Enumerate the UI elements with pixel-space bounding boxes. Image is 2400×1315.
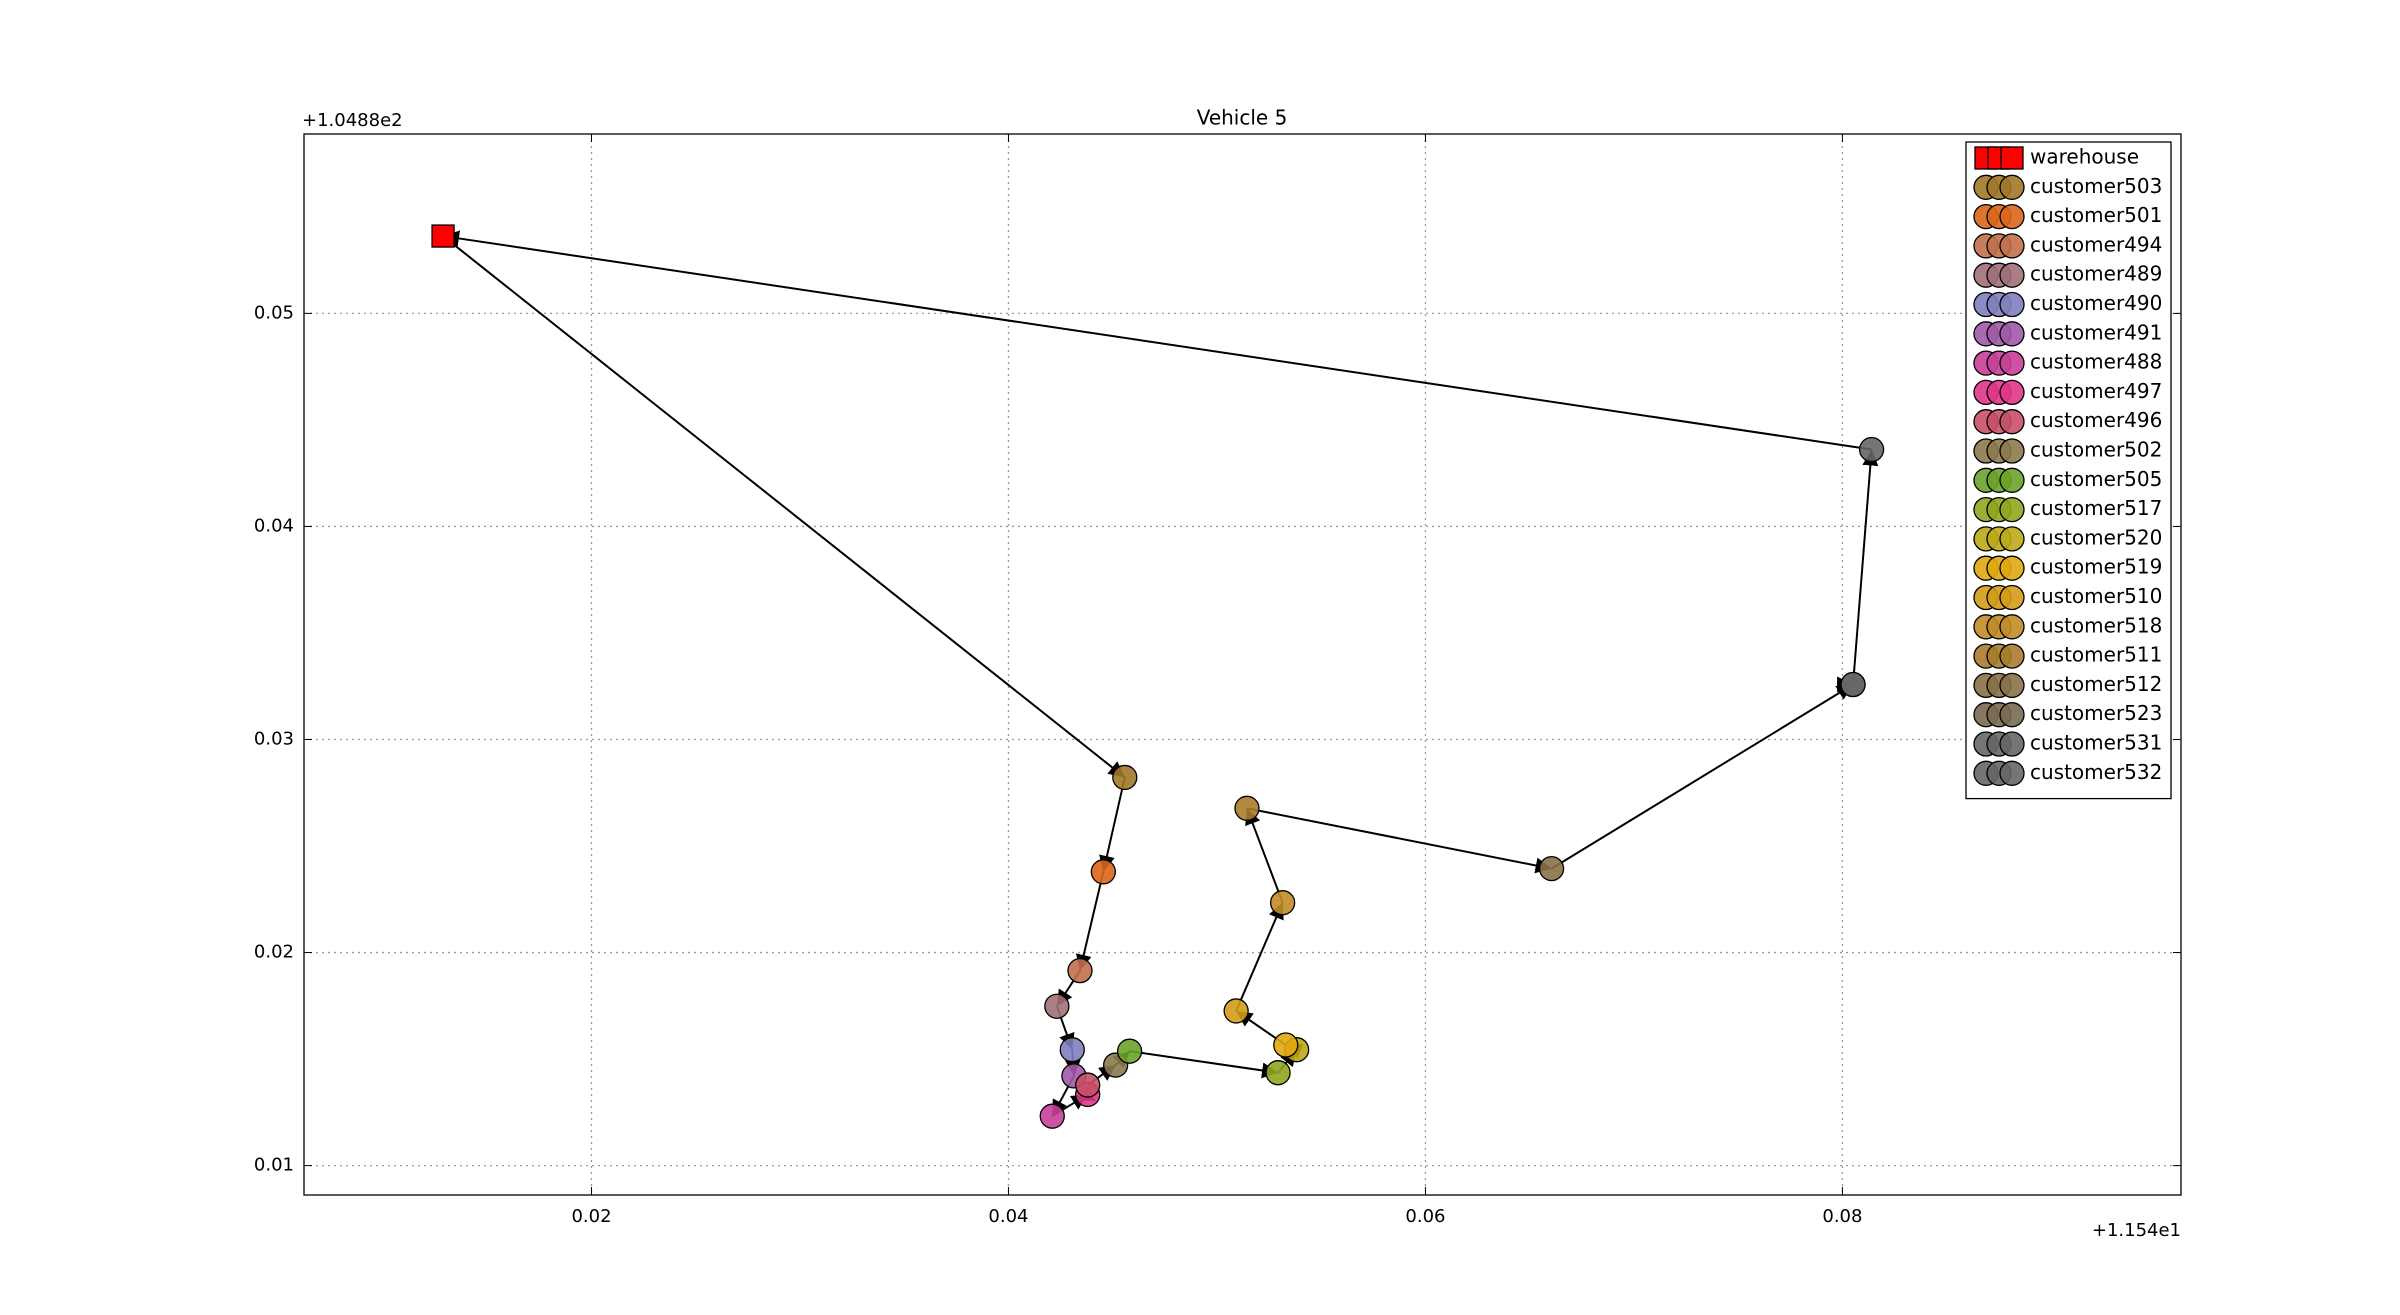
legend-marker [1999,584,2025,611]
y-tick-label: 0.02 [254,942,294,963]
legend-marker [1999,467,2025,493]
route-segment [1075,871,1105,971]
legend-marker [1999,409,2025,435]
route-segment [1246,807,1552,874]
legend-label: customer491 [2030,320,2162,344]
legend-label: customer520 [2030,525,2162,549]
legend-label: customer519 [2030,555,2162,579]
legend-label: customer518 [2030,613,2162,637]
legend-marker [1999,555,2025,581]
point [1075,1072,1101,1098]
route-segment [1235,902,1284,1012]
point [1067,958,1093,984]
x-tick-label: 0.04 [988,1206,1028,1227]
point [1858,436,1885,463]
point [1090,859,1116,885]
x-offset-label: +1.154e1 [2092,1220,2181,1241]
legend-label: customer503 [2030,174,2162,198]
legend-label: customer496 [2030,408,2162,432]
legend-marker [1999,350,2025,376]
route-segment [1099,777,1126,873]
legend-marker [1999,203,2025,230]
x-tick-label: 0.08 [1822,1206,1862,1227]
legend-marker [1999,262,2025,288]
legend-label: customer517 [2030,496,2162,520]
legend-label: customer497 [2030,379,2162,403]
point [1059,1037,1085,1063]
legend-label: customer488 [2030,350,2162,374]
route-segment [442,230,1872,451]
legend-label: customer505 [2030,467,2162,491]
legend-marker [1999,614,2025,640]
chart-title: Vehicle 5 [1197,106,1288,130]
point [1039,1103,1065,1129]
legend-label: customer512 [2030,672,2162,696]
legend-label: customer501 [2030,203,2162,227]
legend-label: warehouse [2030,145,2139,169]
legend-marker [1999,496,2025,523]
legend-label: customer490 [2030,291,2162,315]
y-tick-label: 0.01 [254,1155,294,1176]
legend-label: customer489 [2030,262,2162,286]
legend-label: customer532 [2030,760,2162,784]
legend-marker [1999,643,2025,669]
point [1840,671,1866,698]
point [1223,998,1249,1024]
point [1116,1038,1143,1064]
legend-label: customer523 [2030,701,2162,725]
route-segment [1129,1050,1279,1079]
y-tick-label: 0.03 [254,728,294,749]
legend-label: customer531 [2030,731,2162,755]
legend-marker [1999,526,2025,552]
legend-label: customer511 [2030,643,2162,667]
point [1265,1060,1291,1086]
legend-marker [1999,438,2025,464]
point [1269,890,1296,916]
route-segment [1245,807,1284,904]
y-offset-label: +1.0488e2 [302,110,403,131]
plot-frame [303,133,2182,1196]
point [1273,1032,1299,1058]
x-tick-label: 0.02 [571,1206,611,1227]
legend-marker [1999,760,2025,786]
legend-label: customer510 [2030,584,2162,608]
point [1044,993,1070,1019]
point [1234,795,1260,821]
route-segment [1551,683,1854,870]
route-segment [1852,449,1879,685]
point [1538,855,1565,882]
legend-marker [1999,672,2025,699]
legend-marker [1999,174,2025,200]
legend-marker [1999,233,2025,259]
legend-marker [1999,379,2025,406]
y-tick-label: 0.04 [254,515,294,536]
legend-label: customer502 [2030,438,2162,462]
point [1112,764,1138,791]
legend-marker [1999,702,2025,728]
route-segment [442,235,1126,779]
legend-marker [1999,731,2025,757]
legend-marker [2000,146,2024,170]
point [431,224,455,248]
legend-marker [1999,291,2025,318]
legend-marker [1999,321,2025,347]
y-tick-label: 0.05 [254,302,294,323]
x-tick-label: 0.06 [1405,1206,1445,1227]
legend-label: customer494 [2030,232,2162,256]
